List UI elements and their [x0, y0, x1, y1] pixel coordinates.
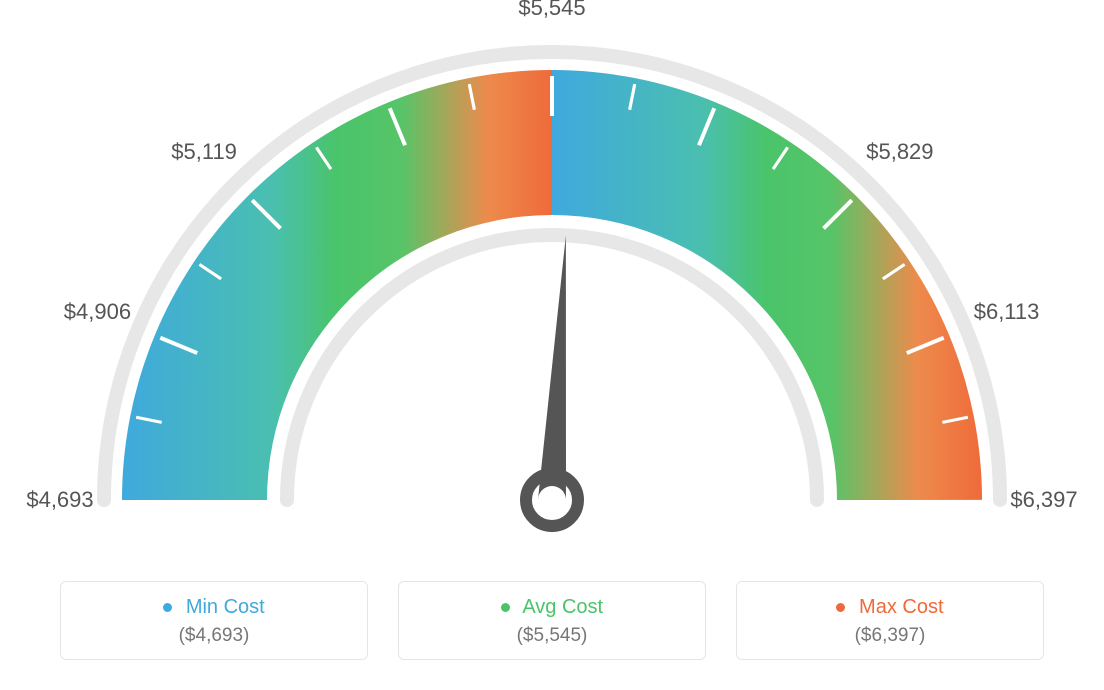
- gauge-tick-label: $6,113: [974, 299, 1040, 325]
- legend-value-max: ($6,397): [737, 625, 1043, 647]
- legend-title-max: Max Cost: [737, 596, 1043, 619]
- dot-icon: [836, 603, 845, 612]
- dot-icon: [163, 603, 172, 612]
- legend-label-min: Min Cost: [186, 596, 265, 618]
- needle-hub-inner: [538, 486, 566, 514]
- gauge-tick-label: $4,693: [26, 487, 93, 513]
- gauge-area: $4,693 $4,906 $5,119 $5,545 $5,829 $6,113 $6,3…: [0, 0, 1104, 560]
- gauge-needle: [538, 235, 566, 500]
- gauge-svg: [0, 0, 1104, 560]
- legend-value-min: ($4,693): [61, 625, 367, 647]
- legend-title-min: Min Cost: [61, 596, 367, 619]
- gauge-arc-left: [122, 70, 552, 500]
- gauge-tick-label: $4,906: [64, 299, 131, 325]
- dot-icon: [501, 603, 510, 612]
- legend-row: Min Cost ($4,693) Avg Cost ($5,545) Max …: [60, 581, 1044, 660]
- legend-card-min: Min Cost ($4,693): [60, 581, 368, 660]
- gauge-tick-label: $5,829: [866, 139, 933, 165]
- legend-card-max: Max Cost ($6,397): [736, 581, 1044, 660]
- legend-label-avg: Avg Cost: [522, 596, 603, 618]
- legend-card-avg: Avg Cost ($5,545): [398, 581, 706, 660]
- gauge-tick-label: $6,397: [1010, 487, 1077, 513]
- legend-value-avg: ($5,545): [399, 625, 705, 647]
- gauge-tick-label: $5,545: [518, 0, 585, 21]
- legend-label-max: Max Cost: [859, 596, 943, 618]
- cost-gauge-chart: { "gauge": { "type": "gauge", "center_x"…: [0, 0, 1104, 690]
- gauge-arc-right: [552, 70, 982, 500]
- gauge-tick-label: $5,119: [171, 139, 237, 165]
- legend-title-avg: Avg Cost: [399, 596, 705, 619]
